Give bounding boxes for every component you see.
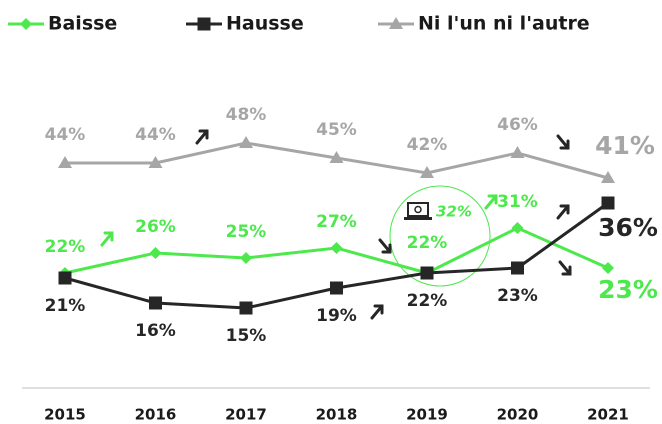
- point: [58, 271, 72, 285]
- point: [420, 266, 434, 280]
- point: [240, 252, 252, 264]
- point: [20, 18, 32, 30]
- point: [601, 171, 615, 183]
- annotation: 32%: [436, 203, 472, 221]
- point: [420, 166, 434, 178]
- x-tick-label: 2016: [135, 406, 177, 424]
- data-label: 23%: [598, 275, 658, 304]
- legend-label: Hausse: [226, 13, 304, 35]
- trend-arrows-green: [100, 194, 498, 247]
- point: [149, 296, 162, 310]
- point: [511, 261, 524, 275]
- data-label: 36%: [598, 213, 658, 242]
- data-label: 48%: [226, 105, 267, 125]
- laptop-icon: [404, 202, 432, 220]
- point: [389, 17, 403, 29]
- data-label: 19%: [316, 306, 357, 326]
- x-tick-label: 2020: [497, 406, 539, 424]
- point: [148, 156, 163, 168]
- point: [330, 281, 343, 295]
- data-label: 31%: [497, 192, 538, 212]
- trend-arrows: [195, 129, 572, 320]
- highlight-circle: [389, 185, 491, 287]
- data-label: 44%: [45, 125, 86, 145]
- point: [149, 247, 162, 259]
- point: [601, 196, 615, 210]
- data-label: 27%: [316, 212, 357, 232]
- point: [602, 262, 614, 274]
- data-label: 22%: [407, 291, 448, 311]
- data-label: 26%: [135, 217, 176, 237]
- x-tick-label: 2019: [406, 406, 448, 424]
- legend-label: Baisse: [48, 13, 117, 35]
- data-label: 41%: [595, 131, 655, 160]
- point: [197, 17, 211, 31]
- x-tick-label: 2017: [225, 406, 267, 424]
- legend-label: Ni l'un ni l'autre: [418, 13, 590, 35]
- data-label: 15%: [226, 326, 267, 346]
- x-tick-label: 2021: [587, 406, 629, 424]
- data-label: 44%: [135, 125, 176, 145]
- data-label: 22%: [45, 237, 86, 257]
- point: [511, 222, 524, 234]
- point: [58, 156, 72, 168]
- point: [329, 151, 344, 163]
- x-tick-label: 2018: [316, 406, 358, 424]
- point: [510, 146, 525, 158]
- data-label: 16%: [135, 321, 176, 341]
- point: [330, 242, 343, 254]
- data-label: 23%: [497, 286, 538, 306]
- data-label: 25%: [226, 222, 267, 242]
- data-label: 42%: [407, 135, 448, 155]
- data-label: 21%: [45, 296, 86, 316]
- x-tick-label: 2015: [44, 406, 86, 424]
- data-label: 46%: [497, 115, 538, 135]
- point: [239, 301, 253, 315]
- point: [239, 136, 253, 148]
- data-label: 22%: [407, 233, 448, 253]
- data-label: 45%: [316, 120, 357, 140]
